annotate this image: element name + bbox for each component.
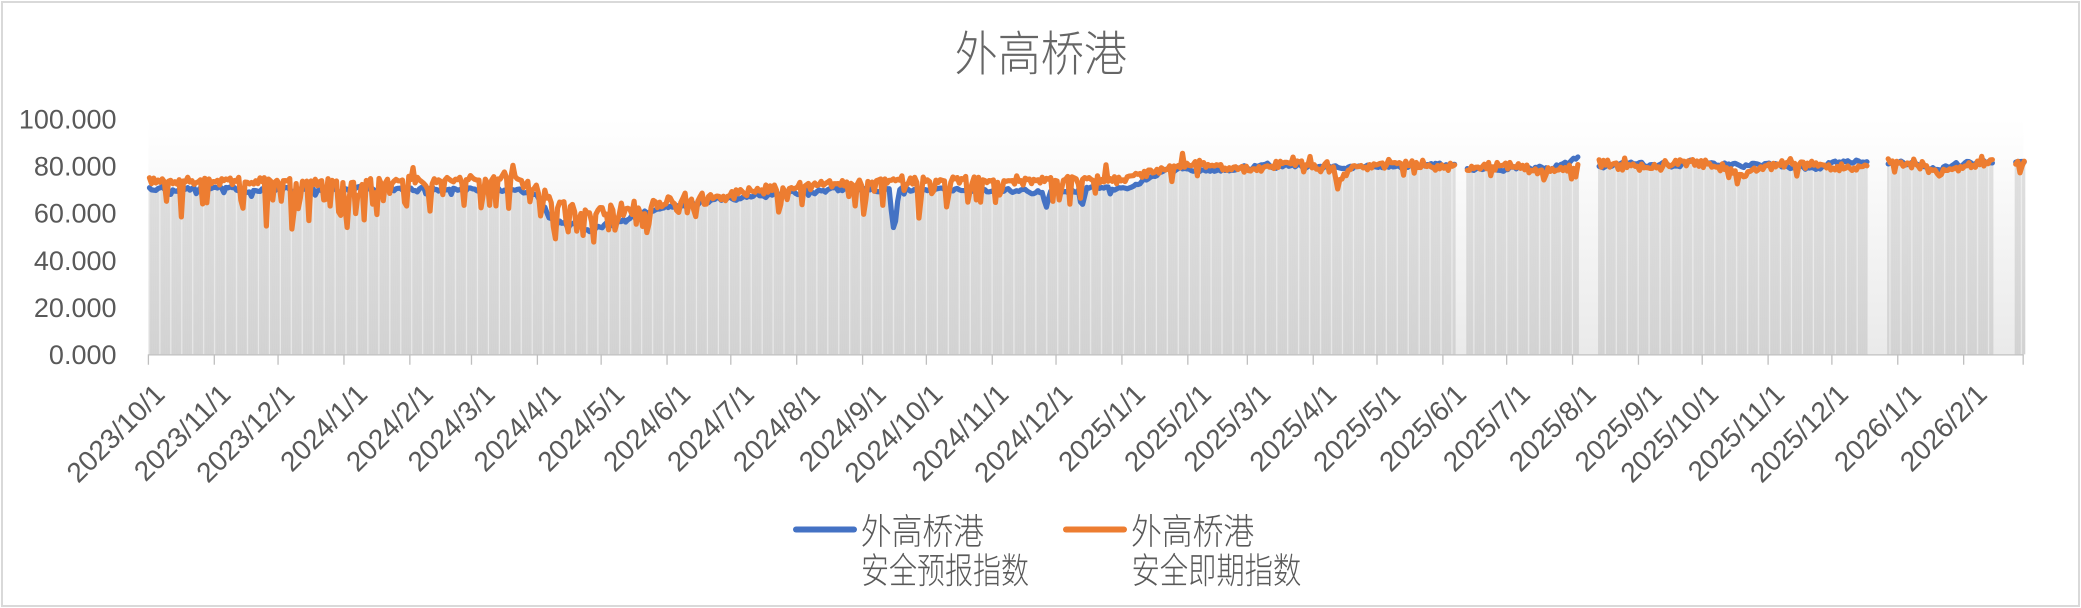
svg-text:20.000: 20.000	[34, 293, 117, 323]
svg-text:100.000: 100.000	[19, 105, 117, 135]
svg-text:0.000: 0.000	[49, 340, 117, 370]
svg-text:40.000: 40.000	[34, 246, 117, 276]
svg-text:60.000: 60.000	[34, 199, 117, 229]
svg-text:80.000: 80.000	[34, 152, 117, 182]
